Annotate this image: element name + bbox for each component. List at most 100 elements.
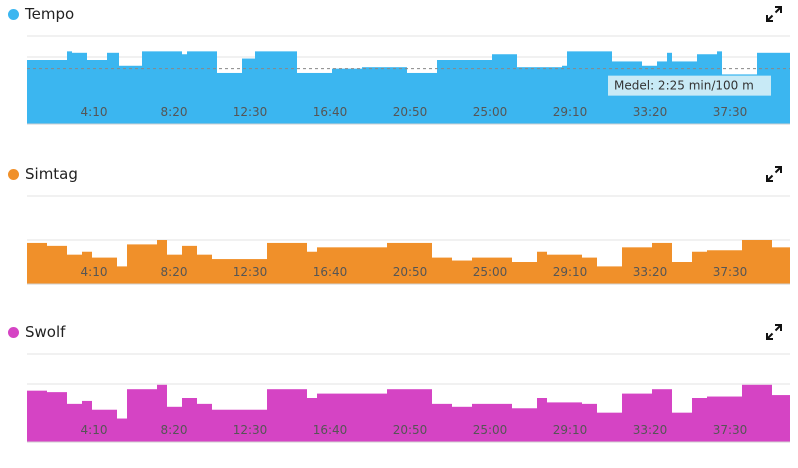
tempo-bar xyxy=(407,72,422,124)
expand-icon[interactable] xyxy=(766,324,782,340)
tempo-bar xyxy=(457,60,482,124)
tempo-bar xyxy=(67,51,72,124)
tempo-bar xyxy=(27,60,67,124)
swolf-bar xyxy=(597,412,622,442)
swolf-title: Swolf xyxy=(25,323,66,341)
x-tick-label: 37:30 xyxy=(713,105,748,119)
tempo-bar xyxy=(362,67,382,124)
tempo-bar xyxy=(187,51,197,124)
tempo-bar xyxy=(125,65,142,124)
x-tick-label: 16:40 xyxy=(313,265,348,279)
x-tick-label: 25:00 xyxy=(473,265,508,279)
tempo-bar xyxy=(567,51,572,124)
tempo-bar xyxy=(297,72,302,124)
swolf-dot xyxy=(8,326,19,338)
x-tick-label: 33:20 xyxy=(633,423,668,437)
tempo-bar xyxy=(72,52,87,124)
tempo-bar xyxy=(562,65,567,124)
simtag-bar xyxy=(307,251,317,284)
swolf-bar xyxy=(197,403,212,442)
tempo-bar xyxy=(102,60,107,124)
tempo-bar xyxy=(217,72,232,124)
swolf-bar xyxy=(182,398,197,442)
swolf-bar xyxy=(167,406,182,442)
swolf-bar xyxy=(307,398,317,442)
swolf-chart: 4:10 8:20 12:30 16:40 20:50 25:00 29:10 33:20 37… xyxy=(27,353,790,443)
tempo-bar xyxy=(437,60,457,124)
swolf-panel: Swolf 4:10 8:20 12:30 16:40 20:50 25:00 29:10 3… xyxy=(0,318,798,468)
swolf-bar xyxy=(117,418,127,442)
tempo-dot xyxy=(8,8,19,20)
x-tick-label: 16:40 xyxy=(313,105,348,119)
simtag-bar xyxy=(772,247,790,284)
x-tick-label: 37:30 xyxy=(713,423,748,437)
simtag-bar xyxy=(92,257,117,284)
x-tick-label: 8:20 xyxy=(161,423,188,437)
swolf-bar xyxy=(452,406,472,442)
tempo-chart: Medel: 2:25 min/100 m 4:10 8:20 12:30 16:40 2… xyxy=(27,35,790,125)
simtag-bar xyxy=(472,257,512,284)
swolf-header: Swolf xyxy=(8,322,65,342)
tempo-bar xyxy=(242,58,255,125)
swolf-bar xyxy=(692,398,707,442)
tempo-title: Tempo xyxy=(25,5,75,23)
tempo-bar xyxy=(302,72,312,124)
tempo-bar xyxy=(107,52,119,124)
x-tick-label: 4:10 xyxy=(81,105,108,119)
x-tick-label: 12:30 xyxy=(233,105,268,119)
swolf-bar xyxy=(47,392,67,442)
tempo-bar xyxy=(527,67,562,124)
swolf-bar xyxy=(67,403,82,442)
simtag-chart: 4:10 8:20 12:30 16:40 20:50 25:00 29:10 33:20 37… xyxy=(27,195,790,285)
tempo-bar xyxy=(782,52,790,124)
simtag-bar xyxy=(352,247,387,284)
x-tick-label: 33:20 xyxy=(633,265,668,279)
simtag-bar xyxy=(692,251,707,284)
simtag-header: Simtag xyxy=(8,164,78,184)
x-tick-label: 29:10 xyxy=(553,105,588,119)
swolf-bar xyxy=(772,395,790,442)
swolf-bar xyxy=(387,389,432,442)
x-tick-label: 4:10 xyxy=(81,265,108,279)
simtag-bar xyxy=(67,254,82,284)
tempo-bar xyxy=(332,68,337,124)
x-tick-label: 20:50 xyxy=(393,265,428,279)
tempo-bar xyxy=(337,68,352,124)
swolf-bar xyxy=(512,408,537,442)
swolf-bar xyxy=(622,393,652,442)
swolf-bar xyxy=(582,403,597,442)
tempo-header: Tempo xyxy=(8,4,74,24)
tempo-bar xyxy=(197,51,217,124)
simtag-bar xyxy=(707,250,742,284)
swolf-bar xyxy=(317,393,352,442)
simtag-bar xyxy=(267,242,307,284)
swolf-bar xyxy=(432,403,452,442)
simtag-bar xyxy=(212,259,237,284)
swolf-bar xyxy=(27,390,47,442)
simtag-bar xyxy=(197,254,212,284)
tempo-bar xyxy=(422,72,437,124)
simtag-panel: Simtag 4:10 8:20 12:30 16:40 20:50 25:00 29:10… xyxy=(0,160,798,310)
tempo-bar xyxy=(482,60,492,124)
swolf-bar xyxy=(547,402,582,442)
tempo-bar xyxy=(382,67,392,124)
swolf-bar xyxy=(472,403,512,442)
swolf-bar xyxy=(82,400,92,442)
simtag-bar xyxy=(27,242,47,284)
expand-icon[interactable] xyxy=(766,166,782,182)
tempo-bar xyxy=(392,67,407,124)
simtag-bar xyxy=(237,259,267,284)
expand-icon[interactable] xyxy=(766,6,782,22)
tempo-bar xyxy=(722,74,732,124)
x-tick-label: 12:30 xyxy=(233,265,268,279)
swolf-bar xyxy=(212,409,237,442)
tempo-bar xyxy=(142,51,182,124)
simtag-title: Simtag xyxy=(25,165,78,183)
x-tick-label: 4:10 xyxy=(81,423,108,437)
simtag-bar xyxy=(452,260,472,284)
x-tick-label: 25:00 xyxy=(473,423,508,437)
simtag-bar xyxy=(432,257,452,284)
tempo-bar xyxy=(517,67,527,124)
tempo-bar xyxy=(352,68,362,124)
tempo-bar xyxy=(492,54,517,124)
